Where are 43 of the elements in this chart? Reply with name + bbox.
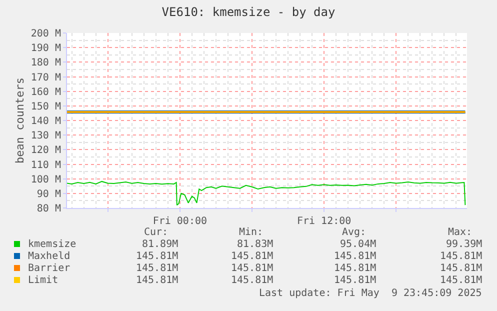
text: 99.39M	[446, 239, 482, 250]
text: 145.81M	[231, 263, 274, 274]
text: 145.81M	[334, 263, 376, 274]
legend-label: Limit	[28, 275, 58, 286]
text: Max:	[448, 227, 472, 238]
text: Avg:	[342, 227, 366, 238]
line-series	[67, 180, 466, 206]
y-tick-label: 80 M	[36, 204, 61, 214]
y-tick-label: 150 M	[30, 101, 61, 112]
y-tick-label: 110 M	[30, 160, 61, 171]
y-tick-label: 160 M	[30, 86, 61, 98]
text: Last update: Fri May 9 23:45:09 2025	[259, 288, 482, 299]
text: 145.81M	[136, 263, 178, 274]
y-tick-label: 190 M	[30, 43, 61, 54]
text: 145.81M	[136, 251, 178, 262]
legend-label: Barrier	[28, 263, 70, 274]
y-tick-label: 90 M	[36, 188, 61, 200]
text: 81.89M	[142, 239, 178, 250]
x-tick-label: Fri 00:00	[152, 216, 208, 227]
text: 95.04M	[340, 239, 376, 250]
text: 145.81M	[440, 263, 482, 274]
y-tick-label: 120 M	[30, 145, 61, 156]
y-tick-label: 140 M	[30, 116, 61, 127]
y-axis-title: bean counters	[14, 77, 27, 164]
legend-label: Maxheld	[28, 251, 70, 262]
text: 145.81M	[440, 275, 482, 286]
text: 145.81M	[231, 275, 274, 286]
y-tick-label: 170 M	[30, 72, 61, 84]
text: Min:	[239, 227, 264, 238]
chart-title: VE610: kmemsize - by day	[162, 5, 336, 20]
y-tick-label: 100 M	[30, 174, 61, 186]
text: 81.83M	[237, 239, 274, 250]
y-tick-label: 130 M	[30, 130, 61, 142]
text: 145.81M	[334, 275, 376, 286]
x-tick-label: Fri 12:00	[296, 216, 352, 227]
text: Cur:	[144, 227, 168, 238]
text: 145.81M	[231, 251, 274, 262]
text: 145.81M	[334, 251, 376, 262]
y-tick-label: 180 M	[30, 58, 61, 69]
text: 145.81M	[136, 275, 178, 286]
legend-label: kmemsize	[28, 239, 76, 250]
y-tick-label: 200 M	[30, 28, 61, 40]
text: 145.81M	[440, 251, 482, 262]
